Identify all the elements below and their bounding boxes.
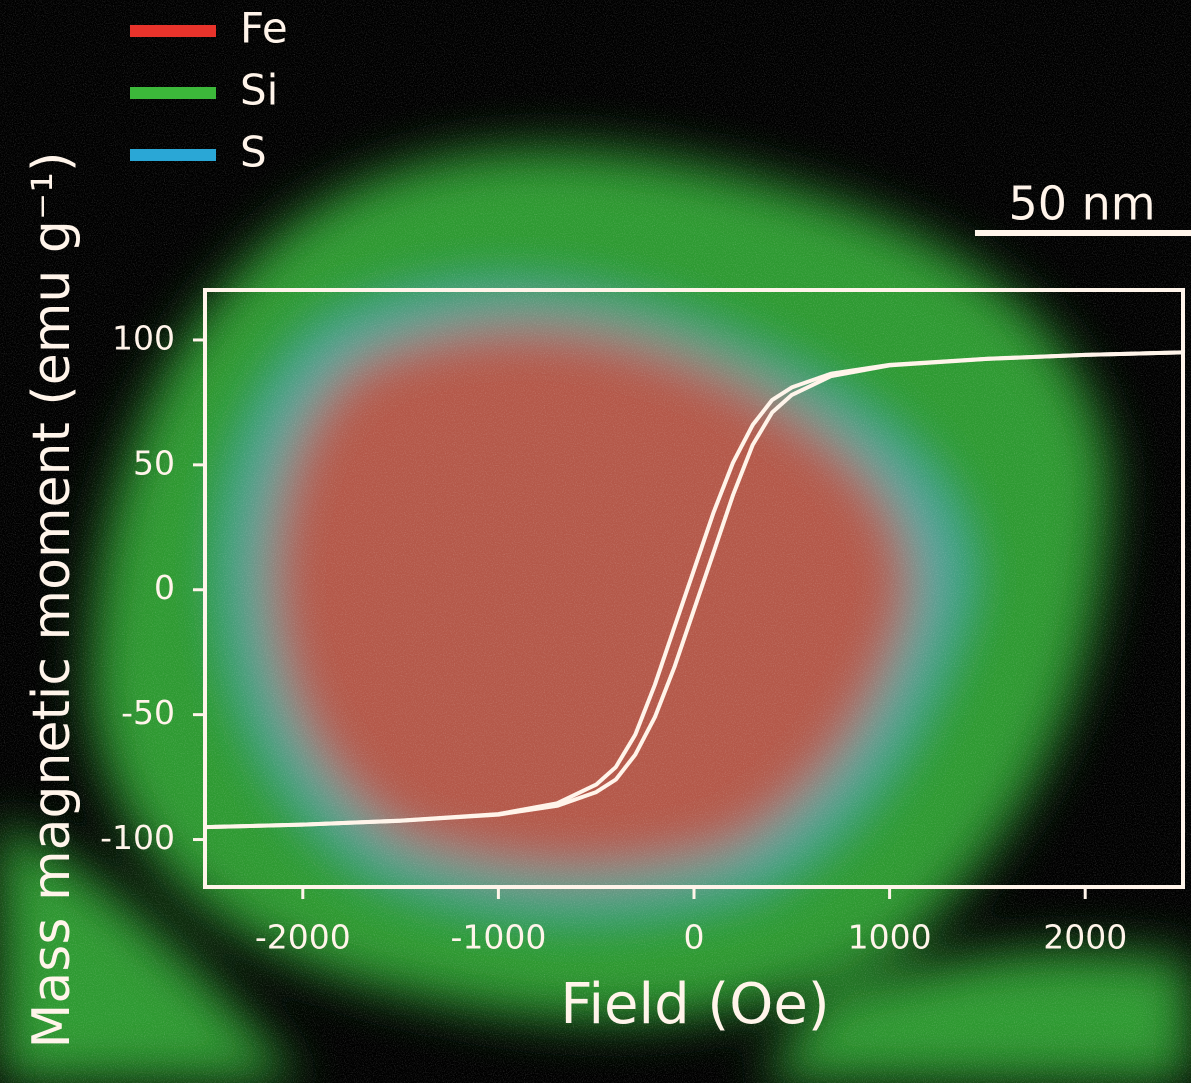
y-tick-label: -50 bbox=[121, 693, 175, 732]
x-tick-label: 0 bbox=[684, 918, 705, 957]
figure: Fe Si S 50 nm Field (Oe) Mass magnetic mom… bbox=[0, 0, 1191, 1083]
y-tick-label: 100 bbox=[112, 318, 175, 357]
x-tick-label: -2000 bbox=[255, 918, 351, 957]
legend-label: S bbox=[240, 128, 267, 177]
x-tick-label: 2000 bbox=[1043, 918, 1127, 957]
legend-label: Fe bbox=[240, 4, 288, 53]
x-tick-label: -1000 bbox=[450, 918, 546, 957]
micrograph bbox=[0, 0, 1191, 1083]
legend-label: Si bbox=[240, 66, 278, 115]
y-tick-label: 0 bbox=[154, 568, 175, 607]
scale-bar-label: 50 nm bbox=[1008, 177, 1155, 231]
image-legend: Fe Si S bbox=[130, 4, 288, 177]
y-tick-label: -100 bbox=[100, 818, 175, 857]
x-axis-title: Field (Oe) bbox=[560, 972, 829, 1037]
x-tick-label: 1000 bbox=[848, 918, 932, 957]
page: Fe Si S 50 nm Field (Oe) Mass magnetic mom… bbox=[0, 0, 1191, 1083]
y-axis-title: Mass magnetic moment (emu g⁻¹) bbox=[22, 152, 82, 1049]
y-tick-label: 50 bbox=[133, 443, 175, 482]
